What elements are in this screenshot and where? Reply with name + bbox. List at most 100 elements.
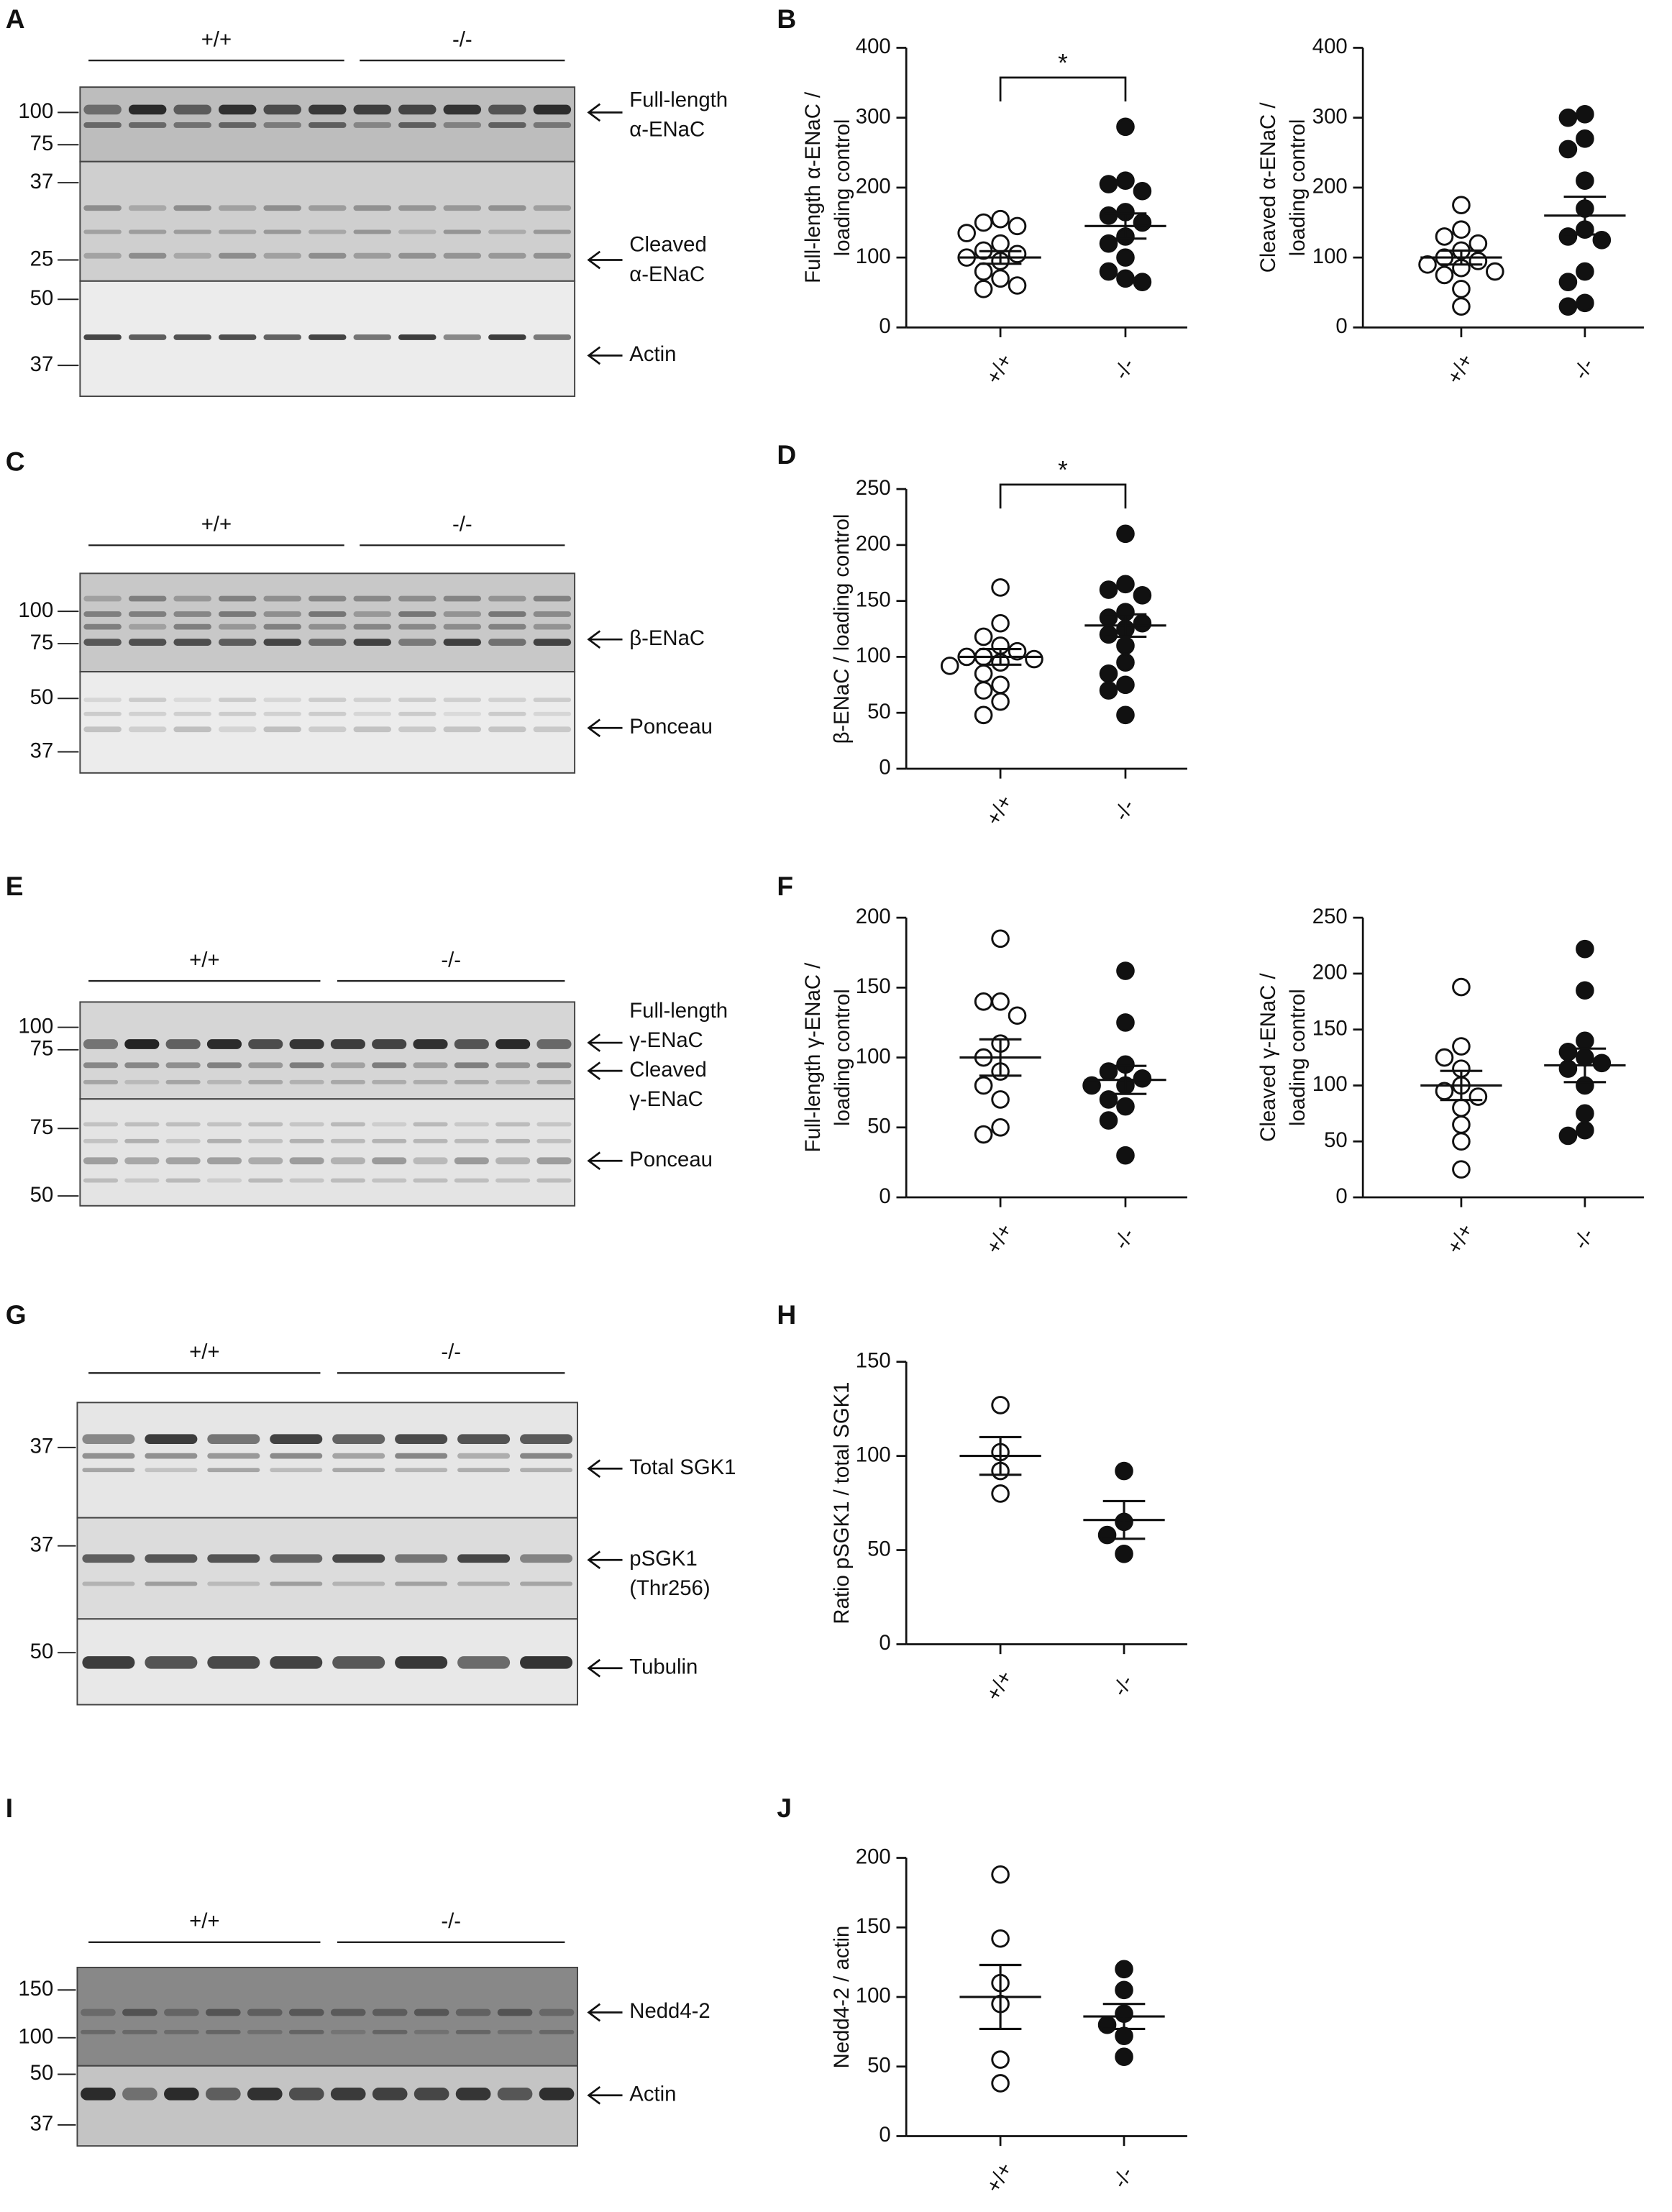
- blot-band: [218, 611, 257, 617]
- group-label: +/+: [201, 27, 232, 51]
- x-tick-label: -/-: [1568, 1225, 1599, 1253]
- data-point: [1452, 1037, 1471, 1056]
- group-label: -/-: [452, 513, 472, 536]
- blot-band: [330, 2088, 366, 2101]
- data-point: [1099, 681, 1118, 700]
- y-tick-label: 100: [856, 1044, 891, 1068]
- y-tick-label: 150: [856, 1914, 891, 1938]
- blot-band: [488, 623, 526, 630]
- blot-band: [218, 711, 257, 716]
- blot-band: [443, 711, 482, 716]
- blot-band: [395, 1656, 448, 1669]
- blot-band: [173, 205, 211, 211]
- blot-band: [308, 726, 347, 733]
- blot-band: [83, 623, 122, 630]
- blot-band: [122, 2029, 157, 2034]
- marker-label: 50: [30, 685, 54, 709]
- blot-band: [124, 1178, 160, 1183]
- blot-band: [206, 1157, 242, 1165]
- arrow-head: [587, 1658, 601, 1678]
- data-point: [991, 1929, 1010, 1948]
- blot-band: [83, 639, 122, 646]
- blot-band: [83, 205, 122, 211]
- blot-band: [495, 1138, 531, 1143]
- marker-label: 50: [30, 2061, 54, 2085]
- blot-band: [488, 252, 526, 259]
- blot-band: [289, 1039, 324, 1049]
- y-axis-label: Cleaved γ-ENaC /: [1256, 972, 1280, 1141]
- marker-label: 75: [30, 132, 54, 155]
- blot-band: [488, 595, 526, 602]
- blot-band: [455, 2088, 491, 2101]
- blot-band: [536, 1039, 572, 1049]
- blot-band: [332, 1453, 385, 1459]
- blot-band: [218, 639, 257, 646]
- y-tick-label: 150: [856, 1348, 891, 1372]
- blot-band: [83, 711, 122, 716]
- data-point: [1116, 705, 1135, 725]
- blot-band: [413, 1138, 448, 1143]
- blot-band: [539, 2029, 575, 2034]
- data-point: [991, 929, 1010, 949]
- data-point: [1116, 1146, 1135, 1165]
- blot-band: [173, 252, 211, 259]
- blot-band: [205, 2008, 241, 2016]
- data-point: [1099, 608, 1118, 627]
- data-point: [1576, 171, 1594, 190]
- blot-band: [454, 1039, 489, 1049]
- arrow-head: [587, 250, 601, 270]
- blot-band: [413, 1079, 448, 1084]
- blot-band: [124, 1062, 160, 1069]
- blot-band: [533, 205, 572, 211]
- blot-band: [372, 2088, 408, 2101]
- blot-band: [372, 1062, 407, 1069]
- data-point: [1452, 1132, 1471, 1151]
- blot-band: [164, 2088, 199, 2101]
- group-label: -/-: [441, 948, 461, 972]
- data-point: [974, 992, 993, 1011]
- blot-section: [76, 1966, 578, 2067]
- blot-band: [248, 1122, 283, 1127]
- blot-band: [497, 2029, 533, 2034]
- blot-band: [520, 1468, 573, 1473]
- blot-band: [372, 1138, 407, 1143]
- data-point: [1099, 262, 1118, 281]
- data-point: [1116, 269, 1135, 288]
- data-point: [1008, 216, 1027, 236]
- blot-band: [206, 1079, 242, 1084]
- blot-band: [82, 1434, 135, 1444]
- blot-band: [495, 1079, 531, 1084]
- blot-band: [330, 1079, 365, 1084]
- y-tick-label: 0: [879, 1184, 890, 1208]
- blot-band: [165, 1138, 201, 1143]
- arrow-head: [587, 346, 601, 365]
- data-point: [1116, 117, 1135, 137]
- band-label: (Thr256): [629, 1576, 710, 1600]
- group-label: +/+: [189, 1909, 219, 1933]
- data-point: [1099, 664, 1118, 683]
- blot-band: [165, 1062, 201, 1069]
- blot-band: [533, 229, 572, 234]
- blot-band: [83, 252, 122, 259]
- blot-band: [165, 1178, 201, 1183]
- data-point: [1576, 1120, 1594, 1140]
- marker-label: 37: [30, 1532, 54, 1556]
- blot-band: [165, 1079, 201, 1084]
- blot-band: [497, 2008, 533, 2016]
- significance-bracket: [999, 76, 1127, 102]
- blot-band: [128, 698, 167, 703]
- data-point: [991, 1118, 1010, 1137]
- band-label: Cleaved: [629, 233, 706, 257]
- y-tick-label: 0: [879, 2123, 890, 2147]
- blot-band: [308, 711, 347, 716]
- blot-band: [82, 1453, 135, 1459]
- blot-band: [165, 1157, 201, 1165]
- blot-band: [454, 1079, 489, 1084]
- band-label: Cleaved: [629, 1058, 706, 1082]
- data-point: [1116, 675, 1135, 695]
- data-point: [1116, 171, 1135, 190]
- blot-band: [207, 1434, 260, 1444]
- blot-band: [533, 698, 572, 703]
- blot-band: [395, 1581, 448, 1586]
- blot-band: [218, 104, 257, 115]
